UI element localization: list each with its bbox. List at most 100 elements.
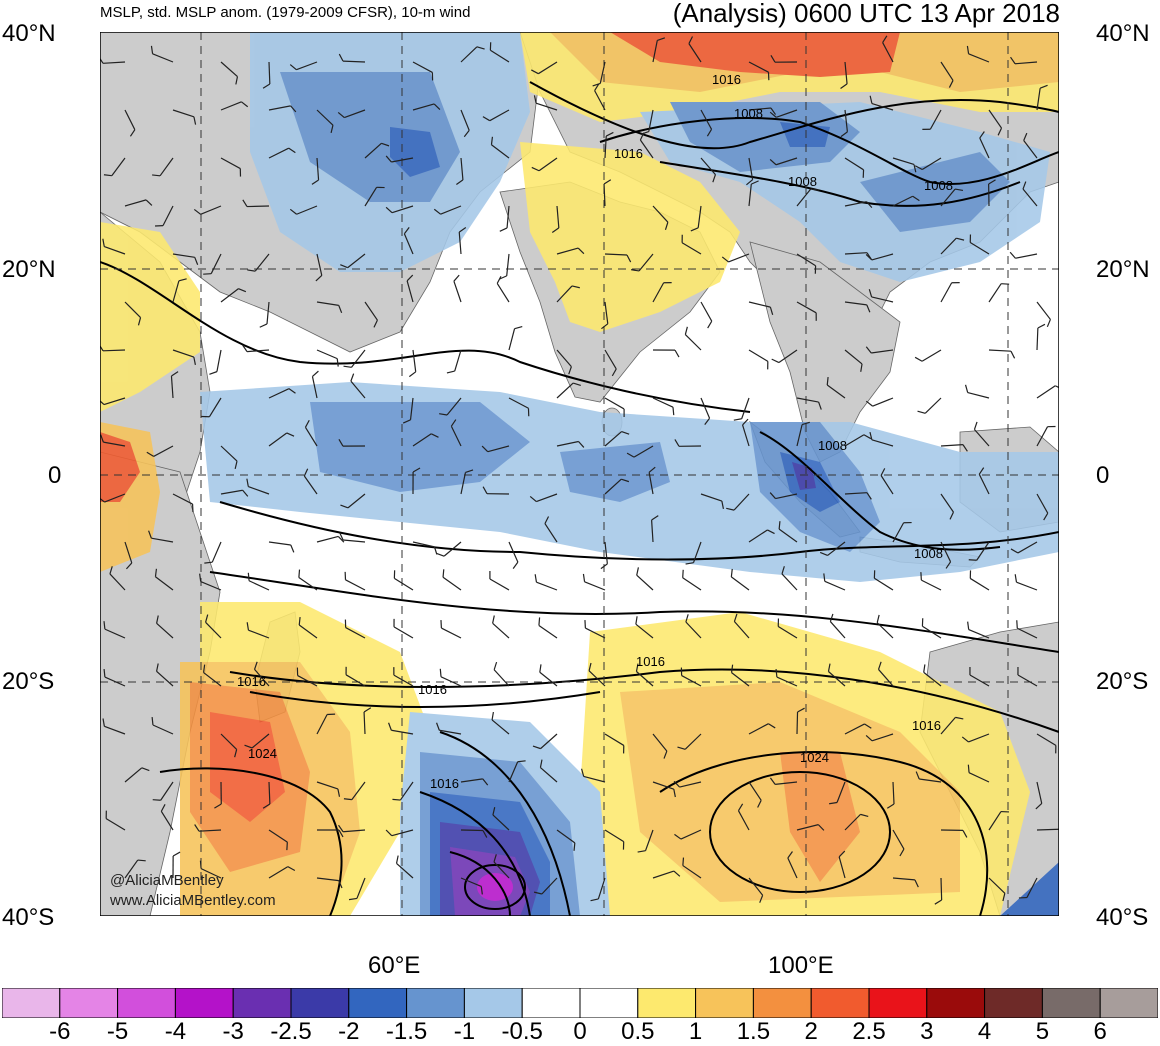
isobar-label: 1016: [712, 72, 741, 87]
wind-barb-flag: [299, 617, 300, 625]
lat-label-right-40n: 40°N: [1096, 20, 1150, 48]
isobar-label: 1008: [924, 178, 953, 193]
credit-website: www.AliciaMBentley.com: [110, 892, 276, 909]
colorbar-swatch: [985, 988, 1043, 1018]
colorbar-swatch: [753, 988, 811, 1018]
credit-handle: @AliciaMBentley: [110, 872, 224, 889]
colorbar-swatch: [2, 988, 60, 1018]
colorbar-tick-label: 1: [689, 1018, 702, 1046]
colorbar-swatch: [1042, 988, 1100, 1018]
wind-barb-flag: [969, 560, 977, 561]
colorbar: [2, 988, 1158, 1018]
wind-barb-flag: [392, 799, 400, 800]
colorbar-tick-label: -2: [338, 1018, 359, 1046]
lat-label-right-0: 0: [1096, 462, 1109, 490]
lat-label-left-40n: 40°N: [2, 20, 56, 48]
wind-barb: [461, 830, 483, 831]
colorbar-tick-label: -1: [454, 1018, 475, 1046]
colorbar-tick-label: 2.5: [852, 1018, 885, 1046]
colorbar-swatch: [927, 988, 985, 1018]
wind-barb-flag: [138, 860, 146, 861]
colorbar-swatch: [869, 988, 927, 1018]
lat-label-left-40s: 40°S: [2, 904, 54, 932]
isobar-label: 1024: [248, 746, 277, 761]
wind-barb-flag: [104, 669, 105, 677]
isobar-label: 1016: [430, 776, 459, 791]
analysis-time-title: (Analysis) 0600 UTC 13 Apr 2018: [673, 0, 1060, 29]
wind-barb-flag: [776, 669, 777, 677]
colorbar-swatch: [638, 988, 696, 1018]
wind-barb: [103, 350, 125, 351]
wind-barb-flag: [104, 621, 105, 629]
lat-label-left-20n: 20°N: [2, 256, 56, 284]
colorbar-swatch: [580, 988, 638, 1018]
wind-barb: [247, 206, 269, 207]
isobar-label: 1024: [800, 750, 829, 765]
wind-barb-flag: [152, 717, 153, 725]
colorbar-tick-label: -5: [107, 1018, 128, 1046]
colorbar-swatch: [118, 988, 176, 1018]
colorbar-tick-label: -2.5: [270, 1018, 311, 1046]
chart-title: MSLP, std. MSLP anom. (1979-2009 CFSR), …: [100, 4, 470, 21]
colorbar-tick-label: 2: [805, 1018, 818, 1046]
wind-barb-flag: [574, 843, 575, 851]
colorbar-swatch: [696, 988, 754, 1018]
colorbar-swatch: [60, 988, 118, 1018]
colorbar-swatch: [233, 988, 291, 1018]
colorbar-tick-label: -4: [165, 1018, 186, 1046]
isobar-label: 1016: [614, 146, 643, 161]
isobar-label: 1008: [734, 106, 763, 121]
isobar-label: 1016: [418, 682, 447, 697]
wind-barb-flag: [827, 377, 828, 385]
colorbar-swatch: [811, 988, 869, 1018]
colorbar-tick-label: -3: [223, 1018, 244, 1046]
colorbar-tick-label: 0.5: [621, 1018, 654, 1046]
colorbar-swatch: [291, 988, 349, 1018]
wind-barb-flag: [200, 861, 201, 869]
colorbar-swatch: [1100, 988, 1158, 1018]
wind-barb-flag: [153, 800, 161, 801]
colorbar-swatch: [407, 988, 465, 1018]
colorbar-tick-label: -6: [49, 1018, 70, 1046]
wind-barb-flag: [683, 858, 684, 866]
lon-label-60e: 60°E: [368, 952, 420, 980]
colorbar-tick-label: 1.5: [737, 1018, 770, 1046]
lat-label-left-20s: 20°S: [2, 668, 54, 696]
colorbar-tick-label: 0: [573, 1018, 586, 1046]
lon-label-100e: 100°E: [768, 952, 834, 980]
colorbar-swatch: [349, 988, 407, 1018]
wind-barb-flag: [1017, 620, 1018, 628]
mslp-anomaly-map: 1016 1008 1016 1008 1008 1008 1008 1016 …: [100, 32, 1059, 916]
lat-label-right-20n: 20°N: [1096, 256, 1150, 284]
wind-barb: [1037, 829, 1059, 830]
colorbar-tick-label: -1.5: [386, 1018, 427, 1046]
lat-label-left-0: 0: [48, 462, 61, 490]
wind-barb-flag: [968, 765, 969, 773]
isobar-label: 1008: [914, 546, 943, 561]
isobar-label: 1016: [636, 654, 665, 669]
isobar-label: 1008: [788, 174, 817, 189]
isobar-label: 1008: [818, 438, 847, 453]
wind-barb-flag: [779, 521, 780, 529]
colorbar-tick-label: -0.5: [502, 1018, 543, 1046]
wind-barb-flag: [152, 175, 160, 176]
lat-label-right-20s: 20°S: [1096, 668, 1148, 696]
wind-barb-flag: [673, 407, 674, 415]
colorbar-tick-label: 3: [920, 1018, 933, 1046]
wind-barb-flag: [440, 669, 441, 677]
wind-barb-flag: [248, 573, 249, 581]
wind-barb-flag: [683, 570, 684, 578]
colorbar-swatch: [522, 988, 580, 1018]
colorbar-tick-label: 6: [1094, 1018, 1107, 1046]
wind-barb: [941, 878, 942, 900]
lat-label-right-40s: 40°S: [1096, 904, 1148, 932]
wind-barb-flag: [443, 569, 444, 577]
isobar-label: 1016: [912, 718, 941, 733]
wind-barb-flag: [299, 570, 300, 578]
wind-barb: [797, 712, 798, 734]
colorbar-swatch: [175, 988, 233, 1018]
colorbar-tick-label: 5: [1036, 1018, 1049, 1046]
colorbar-tick-label: 4: [978, 1018, 991, 1046]
colorbar-swatch: [464, 988, 522, 1018]
wind-barb: [269, 62, 270, 84]
